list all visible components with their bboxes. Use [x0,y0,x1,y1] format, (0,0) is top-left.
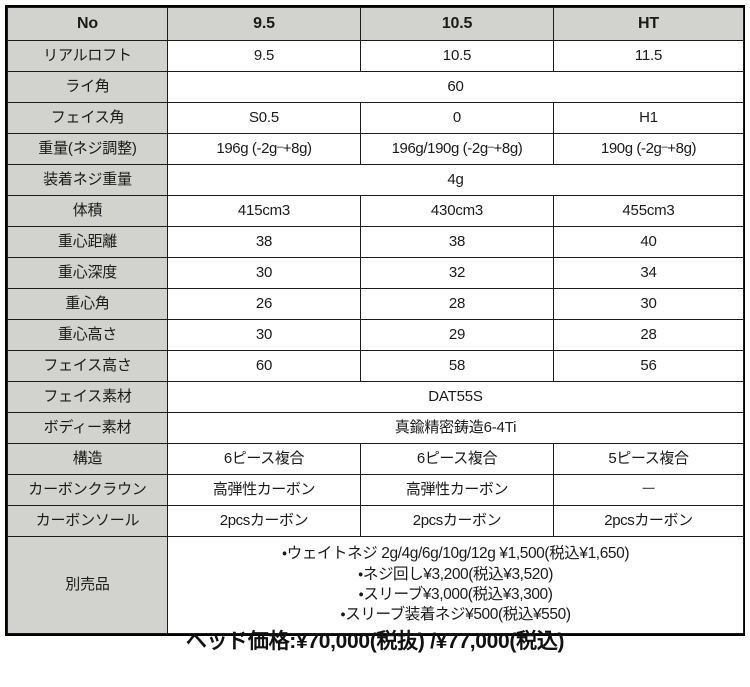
row-label-16: カーボンソール [7,505,168,537]
options-list-item: ・スリーブ¥3,000(税込¥3,300) [358,586,553,603]
row-value-9-2: 28 [360,288,554,320]
header-label-no: No [7,7,168,41]
row-value-5-merged: 4g [167,164,744,196]
spec-table-container: No 9.5 10.5 HT リアルロフト 9.5 10.5 11.5 ライ角 60 フェイス角 S0… [5,5,745,636]
row-value-14-3: 5ピース複合 [553,443,744,475]
table-row: 装着ネジ重量 4g [7,164,744,196]
table-row: 重心高さ 30 29 28 [7,319,744,351]
table-row: 重心角 26 28 30 [7,288,744,320]
options-list: ・ウェイトネジ 2g/4g/6g/10g/12g ¥1,500(税込¥1,650… [170,544,741,626]
head-price-text: ヘッド価格:¥70,000(税抜) /¥77,000(税込) [185,630,565,653]
row-value-4-3: 190g (-2g–+8g) [553,133,744,165]
table-row: カーボンクラウン 高弾性カーボン 高弾性カーボンー [7,474,744,506]
row-label-14: 構造 [7,443,168,475]
row-value-3-1: S0.5 [167,102,361,134]
range-tilde-glyph: – [487,141,494,154]
row-value-8-3: 34 [553,257,744,289]
row-label-6: 体積 [7,195,168,227]
row-value-7-1: 38 [167,226,361,258]
row-value-8-1: 30 [167,257,361,289]
options-label: 別売品 [7,536,168,634]
row-value-14-2: 6ピース複合 [360,443,554,475]
row-label-11: フェイス高さ [7,350,168,382]
table-row: ボディー素材 真鍮精密鋳造6-4Ti [7,412,744,444]
row-value-6-2: 430cm3 [360,195,554,227]
row-label-2: ライ角 [7,71,168,103]
options-list-item: ・スリーブ装着ネジ¥500(税込¥550) [340,606,571,624]
options-list-cell: ・ウェイトネジ 2g/4g/6g/10g/12g ¥1,500(税込¥1,650… [167,536,744,634]
row-value-11-2: 58 [360,350,554,382]
row-value-3-3: H1 [553,102,744,134]
row-value-10-2: 29 [360,319,554,351]
row-value-12-merged: DAT55S [167,381,744,413]
row-label-9: 重心角 [7,288,168,320]
row-label-5: 装着ネジ重量 [7,164,168,196]
table-row: 構造 6ピース複合 6ピース複合 5ピース複合 [7,443,744,475]
row-value-3-2: 0 [360,102,554,134]
table-row: 重心距離 38 38 40 [7,226,744,258]
row-label-7: 重心距離 [7,226,168,258]
table-row: フェイス高さ 60 58 56 [7,350,744,382]
row-label-4: 重量(ネジ調整) [7,133,168,165]
row-value-16-1: 2pcsカーボン [167,505,361,537]
row-value-16-3: 2pcsカーボン [553,505,744,537]
header-col-1: 9.5 [167,7,361,41]
row-value-14-1: 6ピース複合 [167,443,361,475]
row-value-13-merged: 真鍮精密鋳造6-4Ti [167,412,744,444]
row-label-13: ボディー素材 [7,412,168,444]
row-value-7-2: 38 [360,226,554,258]
row-value-15-1: 高弾性カーボン [167,474,361,506]
row-value-11-1: 60 [167,350,361,382]
row-value-1-1: 9.5 [167,40,361,72]
row-value-8-2: 32 [360,257,554,289]
row-value-16-2: 2pcsカーボン [360,505,554,537]
row-value-9-1: 26 [167,288,361,320]
row-label-3: フェイス角 [7,102,168,134]
row-value-10-3: 28 [553,319,744,351]
row-value-1-2: 10.5 [360,40,554,72]
row-value-6-1: 415cm3 [167,195,361,227]
table-row: 体積 415cm3 430cm3 455cm3 [7,195,744,227]
options-row: 別売品 ・ウェイトネジ 2g/4g/6g/10g/12g ¥1,500(税込¥1,… [7,536,744,634]
row-label-15: カーボンクラウン [7,474,168,506]
options-list-item: ・ネジ回し¥3,200(税込¥3,520) [357,565,553,583]
table-row: フェイス角 S0.5 0 H1 [7,102,744,134]
row-label-1: リアルロフト [7,40,168,72]
row-value-6-3: 455cm3 [553,195,744,227]
row-label-8: 重心深度 [7,257,168,289]
header-col-3: HT [553,7,744,41]
row-value-15-2: 高弾性カーボン [360,474,554,506]
header-col-2: 10.5 [360,7,554,41]
range-tilde-glyph: – [661,141,668,154]
table-row: フェイス素材 DAT55S [7,381,744,413]
row-label-12: フェイス素材 [7,381,168,413]
row-value-10-1: 30 [167,319,361,351]
table-row: リアルロフト 9.5 10.5 11.5 [7,40,744,72]
row-value-4-2: 196g/190g (-2g–+8g) [360,133,554,165]
row-value-11-3: 56 [553,350,744,382]
table-row: カーボンソール 2pcsカーボン 2pcsカーボン 2pcsカーボン [7,505,744,537]
row-label-10: 重心高さ [7,319,168,351]
row-value-7-3: 40 [553,226,744,258]
options-list-item: ・ウェイトネジ 2g/4g/6g/10g/12g ¥1,500(税込¥1,650… [281,545,630,563]
row-value-4-1: 196g (-2g–+8g) [167,133,361,165]
row-value-1-3: 11.5 [553,40,744,72]
table-row: ライ角 60 [7,71,744,103]
row-value-15-3: ー [553,474,744,506]
table-row: 重量(ネジ調整) 196g (-2g–+8g) 196g/190g (-2g–+8g… [7,133,744,165]
row-value-2-merged: 60 [167,71,744,103]
table-row: 重心深度 30 32 34 [7,257,744,289]
row-value-9-3: 30 [553,288,744,320]
spec-table: No 9.5 10.5 HT リアルロフト 9.5 10.5 11.5 ライ角 60 フェイス角 S0… [7,7,744,634]
range-tilde-glyph: – [277,141,283,154]
table-header-row: No 9.5 10.5 HT [7,7,744,41]
